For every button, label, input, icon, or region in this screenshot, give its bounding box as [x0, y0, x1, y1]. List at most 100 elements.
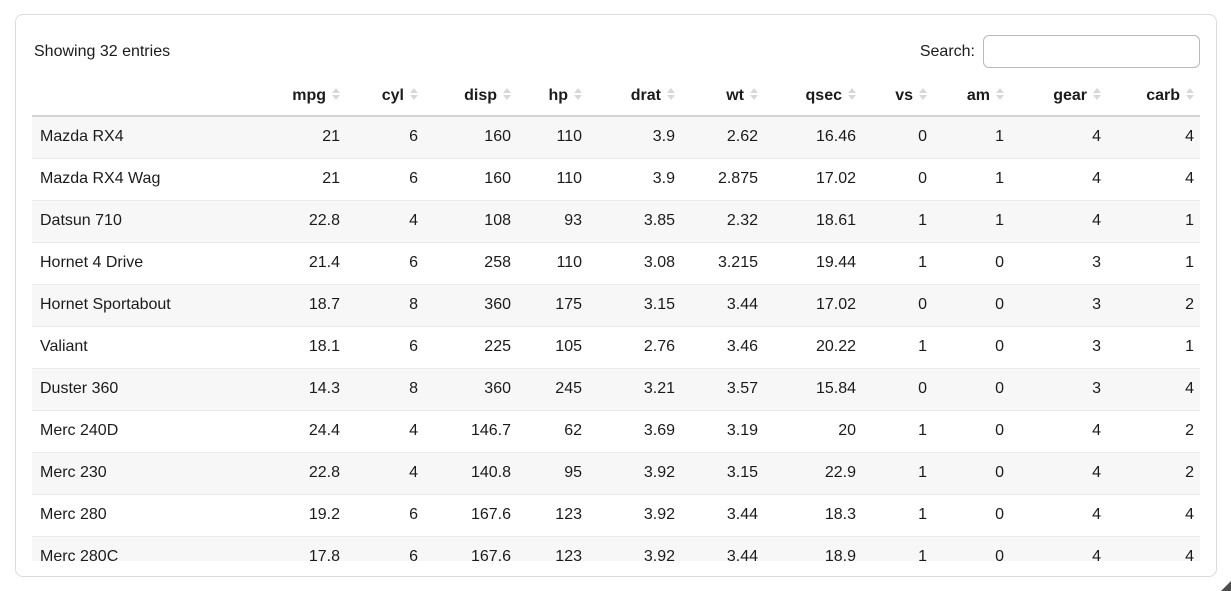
column-header-am[interactable]: am	[935, 76, 1012, 117]
cell: 2	[1109, 410, 1200, 453]
row-name: Merc 230	[32, 452, 270, 495]
cell: 0	[864, 116, 935, 159]
cell: 24.4	[270, 410, 348, 453]
cell: 4	[1012, 200, 1109, 243]
column-label: mpg	[292, 86, 326, 104]
column-header-vs[interactable]: vs	[864, 76, 935, 117]
column-label: gear	[1053, 86, 1087, 104]
column-header-rowname	[32, 76, 270, 117]
cell: 6	[348, 494, 426, 537]
table-row: Mazda RX4 21 6 160 110 3.9 2.62 16.46 0 1 4 4	[32, 116, 1200, 159]
cell: 3.92	[590, 452, 683, 495]
header-row: mpg cyl disp hp drat wt qsec vs am gear carb	[32, 76, 1200, 117]
cell: 146.7	[426, 410, 519, 453]
column-header-cyl[interactable]: cyl	[348, 76, 426, 117]
column-label: hp	[548, 86, 568, 104]
cell: 0	[864, 284, 935, 327]
table-row: Datsun 710 22.8 4 108 93 3.85 2.32 18.61 1 1 4 1	[32, 200, 1200, 243]
cell: 4	[1109, 116, 1200, 159]
cell: 0	[935, 368, 1012, 411]
search-input[interactable]	[983, 35, 1200, 68]
cell: 1	[935, 158, 1012, 201]
cell: 0	[935, 242, 1012, 285]
cell: 3.92	[590, 536, 683, 561]
column-header-gear[interactable]: gear	[1012, 76, 1109, 117]
cell: 4	[1109, 536, 1200, 561]
cell: 3.15	[590, 284, 683, 327]
resize-grip-icon[interactable]	[1221, 581, 1231, 591]
column-header-hp[interactable]: hp	[519, 76, 590, 117]
entries-count: Showing 32 entries	[34, 42, 171, 60]
cell: 0	[864, 158, 935, 201]
cell: 3.215	[683, 242, 766, 285]
table-row: Merc 280 19.2 6 167.6 123 3.92 3.44 18.3 1 0 4 4	[32, 494, 1200, 537]
cell: 16.46	[766, 116, 864, 159]
table-row: Mazda RX4 Wag 21 6 160 110 3.9 2.875 17.02 0 1 4 4	[32, 158, 1200, 201]
cell: 140.8	[426, 452, 519, 495]
cell: 167.6	[426, 536, 519, 561]
cell: 21.4	[270, 242, 348, 285]
row-name: Hornet Sportabout	[32, 284, 270, 327]
cell: 110	[519, 158, 590, 201]
cell: 0	[935, 284, 1012, 327]
table-row: Hornet 4 Drive 21.4 6 258 110 3.08 3.215 19.44 1…	[32, 242, 1200, 285]
cell: 160	[426, 158, 519, 201]
sort-icon	[1186, 88, 1194, 101]
cell: 245	[519, 368, 590, 411]
column-label: wt	[726, 86, 744, 104]
table-header: mpg cyl disp hp drat wt qsec vs am gear carb	[32, 76, 1200, 117]
cell: 1	[864, 242, 935, 285]
table-row: Duster 360 14.3 8 360 245 3.21 3.57 15.84 0 0 3 4	[32, 368, 1200, 411]
row-name: Merc 280C	[32, 536, 270, 561]
cell: 20	[766, 410, 864, 453]
column-header-carb[interactable]: carb	[1109, 76, 1200, 117]
cell: 1	[1109, 326, 1200, 369]
cell: 3.44	[683, 284, 766, 327]
cell: 3.85	[590, 200, 683, 243]
cell: 1	[1109, 242, 1200, 285]
table-scroll-area[interactable]: mpg cyl disp hp drat wt qsec vs am gear carb Mazda…	[32, 76, 1200, 561]
cell: 3.69	[590, 410, 683, 453]
cell: 258	[426, 242, 519, 285]
cell: 4	[1109, 158, 1200, 201]
cell: 1	[864, 452, 935, 495]
column-label: am	[966, 86, 990, 104]
cell: 123	[519, 494, 590, 537]
column-header-mpg[interactable]: mpg	[270, 76, 348, 117]
column-label: cyl	[381, 86, 404, 104]
sort-icon	[332, 88, 340, 101]
table-toolbar: Showing 32 entries Search:	[32, 35, 1200, 68]
column-header-qsec[interactable]: qsec	[766, 76, 864, 117]
cell: 4	[1012, 536, 1109, 561]
cell: 6	[348, 242, 426, 285]
column-header-disp[interactable]: disp	[426, 76, 519, 117]
cell: 110	[519, 242, 590, 285]
cell: 0	[935, 494, 1012, 537]
table-row: Merc 230 22.8 4 140.8 95 3.92 3.15 22.9 1 0 4 2	[32, 452, 1200, 495]
cell: 3	[1012, 368, 1109, 411]
row-name: Hornet 4 Drive	[32, 242, 270, 285]
cell: 108	[426, 200, 519, 243]
cell: 3.15	[683, 452, 766, 495]
sort-icon	[410, 88, 418, 101]
cell: 3.21	[590, 368, 683, 411]
cell: 18.1	[270, 326, 348, 369]
cell: 0	[935, 452, 1012, 495]
cell: 4	[1109, 368, 1200, 411]
cell: 4	[1012, 116, 1109, 159]
cell: 4	[1109, 494, 1200, 537]
column-header-drat[interactable]: drat	[590, 76, 683, 117]
cell: 17.02	[766, 158, 864, 201]
row-name: Merc 240D	[32, 410, 270, 453]
cell: 4	[1012, 452, 1109, 495]
cell: 17.8	[270, 536, 348, 561]
cell: 0	[935, 410, 1012, 453]
row-name: Mazda RX4 Wag	[32, 158, 270, 201]
cell: 21	[270, 158, 348, 201]
sort-icon	[750, 88, 758, 101]
column-label: vs	[895, 86, 913, 104]
cell: 18.61	[766, 200, 864, 243]
column-header-wt[interactable]: wt	[683, 76, 766, 117]
cell: 0	[935, 326, 1012, 369]
column-label: carb	[1146, 86, 1180, 104]
